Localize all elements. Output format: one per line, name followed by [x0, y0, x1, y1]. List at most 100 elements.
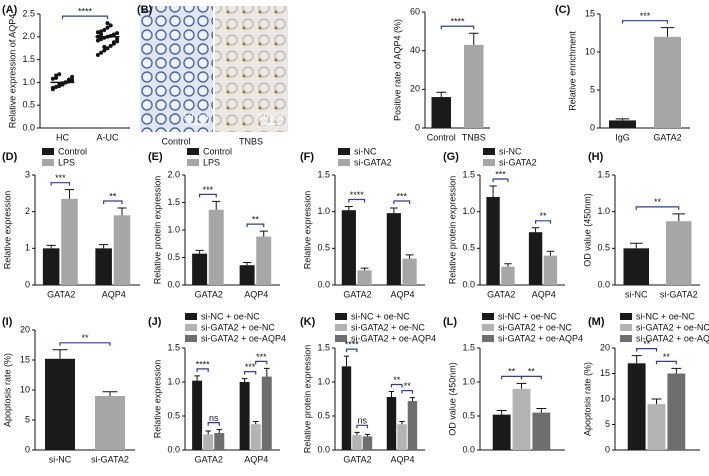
error-bar — [660, 27, 675, 37]
bar — [486, 197, 500, 285]
significance-bracket — [207, 422, 220, 426]
y-tick-label: 20 — [20, 324, 30, 334]
error-bar — [671, 367, 682, 374]
bar — [623, 248, 649, 285]
data-point — [105, 21, 110, 26]
y-tick-label: 0 — [25, 444, 30, 454]
significance-label: ** — [393, 375, 401, 385]
error-bar — [389, 207, 398, 214]
legend-label: si-GATA2 + oe-AQP4 — [201, 333, 286, 343]
panel-label: (D) — [2, 151, 18, 163]
error-bar — [99, 244, 109, 249]
significance-label: ** — [654, 197, 662, 207]
y-tick-label: 1.5 — [167, 342, 180, 352]
error-bar — [536, 408, 547, 413]
significance-label: *** — [495, 169, 506, 179]
bar — [532, 412, 551, 450]
significance-bracket — [520, 375, 542, 380]
y-tick-label: 1.5 — [22, 54, 35, 64]
y-tick-label: 0.0 — [462, 444, 475, 454]
bar — [386, 213, 401, 285]
significance-bracket — [393, 200, 411, 204]
bar — [239, 265, 255, 285]
legend-label: si-GATA2 + oe-NC — [636, 322, 709, 332]
significance-bracket — [501, 375, 523, 380]
x-tick-label: AQP4 — [532, 289, 556, 299]
legend-label: si-NC + oe-NC — [201, 311, 260, 321]
legend-swatch — [338, 159, 350, 166]
error-bar — [360, 267, 369, 271]
significance-label: ns — [209, 413, 219, 423]
significance-label: *** — [256, 352, 267, 362]
y-tick-label: 10 — [20, 384, 30, 394]
panel-label: (K) — [300, 316, 316, 328]
error-bar — [496, 410, 507, 415]
legend-label: si-GATA2 + oe-NC — [498, 322, 572, 332]
y-tick-label: 0.0 — [22, 122, 35, 132]
bar — [543, 255, 558, 285]
error-bar — [343, 355, 350, 367]
significance-label: *** — [640, 11, 651, 21]
data-point — [102, 48, 107, 53]
error-bar — [216, 429, 223, 433]
y-tick-label: 2.0 — [167, 169, 180, 179]
x-tick-label: GATA2 — [487, 289, 515, 299]
error-bar — [212, 200, 221, 210]
error-bar — [651, 398, 662, 405]
bar — [341, 366, 352, 450]
data-point — [99, 50, 104, 55]
error-bar — [252, 420, 259, 425]
data-point — [70, 74, 75, 79]
data-point — [99, 29, 104, 34]
he-image-tnbs — [215, 6, 288, 132]
x-tick-label: si-NC — [49, 454, 72, 464]
y-axis-label: Relative expression — [152, 360, 162, 439]
data-point — [99, 37, 104, 42]
y-tick-label: 0 — [415, 122, 420, 132]
data-point — [111, 40, 116, 45]
panel-label: (E) — [148, 151, 163, 163]
y-tick-label: 2.0 — [22, 31, 35, 41]
y-tick-label: 0.5 — [167, 252, 180, 262]
error-bar — [468, 32, 479, 45]
y-axis-label: Relative expression — [2, 191, 12, 270]
error-bar — [64, 189, 75, 199]
significance-bracket — [401, 390, 414, 394]
data-point — [50, 85, 55, 90]
legend-swatch — [620, 313, 632, 320]
data-point — [66, 77, 71, 82]
significance-label: *** — [203, 185, 214, 195]
significance-bracket — [636, 348, 658, 352]
bar — [192, 253, 208, 285]
y-tick-label: 0.5 — [462, 243, 475, 253]
legend-label: si-GATA2 + oe-NC — [351, 322, 425, 332]
bar — [402, 258, 417, 285]
y-tick-label: 0.5 — [317, 410, 330, 420]
data-point — [102, 27, 107, 32]
bar — [214, 433, 225, 450]
error-bar — [409, 397, 416, 402]
error-bar — [405, 254, 414, 259]
legend-label: si-GATA2 — [354, 157, 392, 167]
y-tick-label: 1.0 — [462, 206, 475, 216]
x-tick-label: AQP4 — [390, 289, 414, 299]
y-tick-label: 0 — [25, 279, 30, 289]
y-tick-label: 0.5 — [597, 243, 610, 253]
bar — [113, 215, 131, 285]
error-bar — [344, 206, 353, 211]
error-bar — [615, 118, 630, 121]
significance-bracket — [635, 206, 680, 210]
significance-bracket — [345, 348, 358, 353]
bar — [250, 424, 261, 450]
data-point — [60, 82, 65, 87]
legend-swatch — [187, 148, 199, 155]
bar — [203, 434, 214, 450]
legend-swatch — [482, 324, 494, 331]
y-axis-label: Relative expression of AQP4 — [7, 14, 17, 129]
panel-label: (A) — [2, 4, 18, 16]
bar — [192, 380, 203, 450]
significance-bracket — [246, 223, 265, 228]
y-tick-label: 1.0 — [317, 206, 330, 216]
y-tick-label: 60 — [410, 6, 420, 16]
y-tick-label: 0 — [605, 444, 610, 454]
